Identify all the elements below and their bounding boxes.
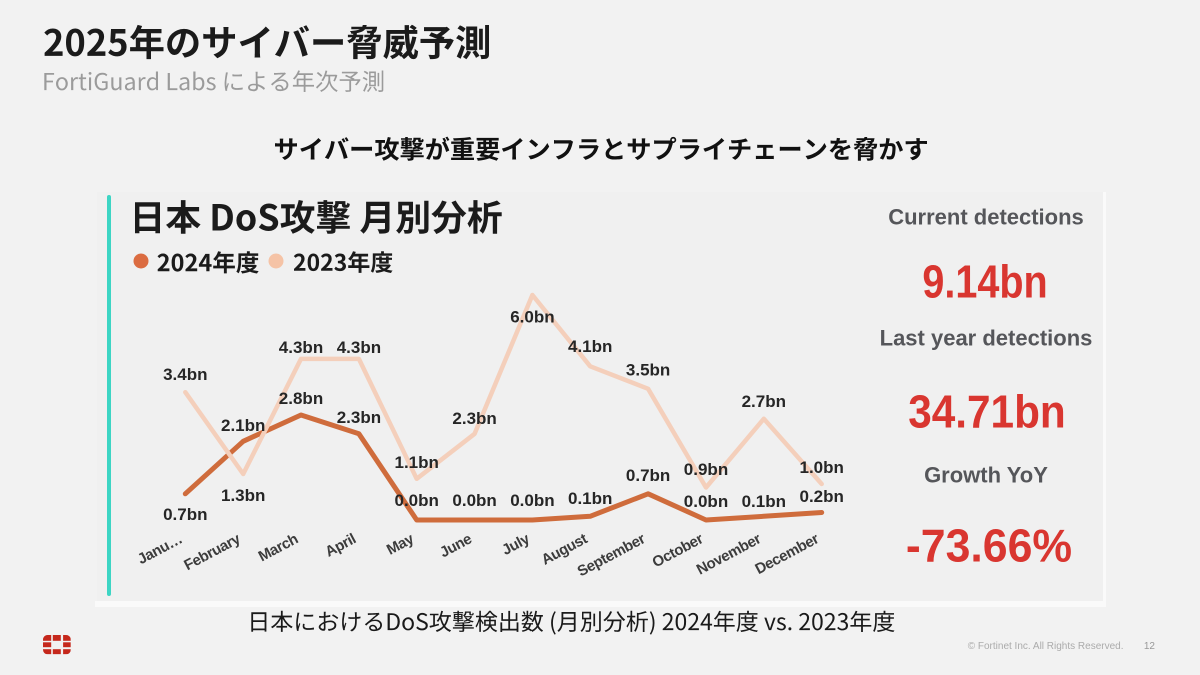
svg-text:4.1bn: 4.1bn bbox=[568, 337, 612, 356]
svg-text:0.7bn: 0.7bn bbox=[626, 466, 670, 485]
svg-text:1.0bn: 1.0bn bbox=[799, 458, 843, 477]
svg-text:November: November bbox=[694, 530, 764, 578]
svg-text:1.1bn: 1.1bn bbox=[394, 453, 438, 472]
svg-text:-73.66%: -73.66% bbox=[906, 520, 1072, 572]
svg-text:Current detections: Current detections bbox=[888, 205, 1084, 230]
svg-text:0.0bn: 0.0bn bbox=[452, 491, 496, 510]
svg-text:2.8bn: 2.8bn bbox=[279, 389, 323, 408]
svg-text:0.1bn: 0.1bn bbox=[742, 492, 786, 511]
svg-text:2.1bn: 2.1bn bbox=[221, 416, 265, 435]
svg-text:0.0bn: 0.0bn bbox=[684, 492, 728, 511]
svg-text:6.0bn: 6.0bn bbox=[510, 308, 554, 327]
svg-text:Janu…: Janu… bbox=[135, 531, 185, 569]
svg-text:3.4bn: 3.4bn bbox=[163, 365, 207, 384]
svg-text:0.9bn: 0.9bn bbox=[684, 460, 728, 479]
svg-text:2.3bn: 2.3bn bbox=[452, 409, 496, 428]
svg-text:1.3bn: 1.3bn bbox=[221, 486, 265, 505]
svg-text:December: December bbox=[752, 530, 822, 578]
svg-text:4.3bn: 4.3bn bbox=[279, 338, 323, 357]
svg-text:March: March bbox=[256, 530, 301, 565]
svg-text:© Fortinet Inc. All Rights Res: © Fortinet Inc. All Rights Reserved. bbox=[968, 641, 1124, 652]
svg-text:0.7bn: 0.7bn bbox=[163, 505, 207, 524]
svg-text:0.0bn: 0.0bn bbox=[510, 491, 554, 510]
svg-text:May: May bbox=[384, 530, 418, 559]
svg-text:April: April bbox=[322, 530, 359, 560]
svg-text:July: July bbox=[499, 530, 533, 559]
svg-text:Growth YoY: Growth YoY bbox=[924, 463, 1048, 488]
svg-text:9.14bn: 9.14bn bbox=[922, 257, 1047, 308]
svg-text:0.2bn: 0.2bn bbox=[799, 487, 843, 506]
svg-text:0.0bn: 0.0bn bbox=[394, 491, 438, 510]
svg-text:2.3bn: 2.3bn bbox=[337, 408, 381, 427]
svg-text:4.3bn: 4.3bn bbox=[337, 338, 381, 357]
svg-text:34.71bn: 34.71bn bbox=[908, 387, 1066, 438]
svg-text:2.7bn: 2.7bn bbox=[742, 392, 786, 411]
svg-text:12: 12 bbox=[1144, 641, 1156, 652]
svg-text:3.5bn: 3.5bn bbox=[626, 361, 670, 380]
svg-text:February: February bbox=[181, 530, 244, 574]
svg-text:0.1bn: 0.1bn bbox=[568, 489, 612, 508]
svg-text:June: June bbox=[437, 531, 475, 562]
svg-text:Last year detections: Last year detections bbox=[880, 326, 1093, 351]
